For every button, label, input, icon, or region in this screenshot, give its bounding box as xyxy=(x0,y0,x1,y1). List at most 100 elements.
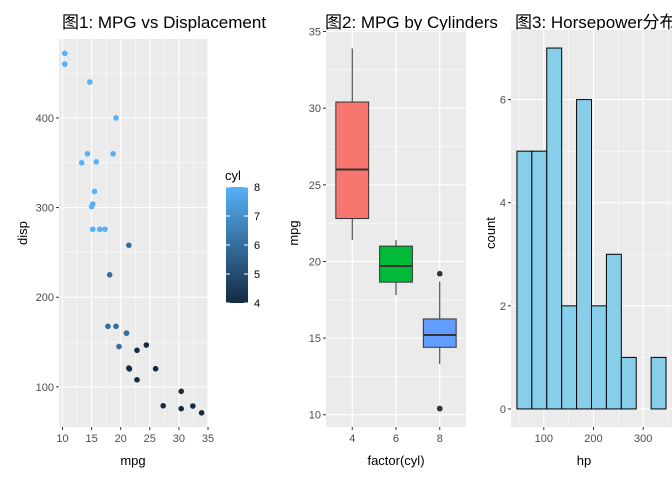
legend-tick-label: 6 xyxy=(254,240,260,252)
scatter-point xyxy=(62,61,68,67)
scatter-point xyxy=(126,365,132,371)
y-tick-label: 30 xyxy=(309,103,321,115)
histogram-bars xyxy=(516,47,667,410)
box-6 xyxy=(379,245,413,283)
x-tick-label: 30 xyxy=(173,433,185,445)
x-tick-label: 4 xyxy=(349,433,355,445)
scatter-point xyxy=(126,242,132,249)
y-tick-label: 15 xyxy=(309,333,321,345)
y-tick-label: 2 xyxy=(500,301,506,313)
scatter-point xyxy=(160,402,166,409)
histogram-bar xyxy=(605,253,622,410)
legend-tick-label: 8 xyxy=(254,182,260,194)
histogram-bar xyxy=(531,150,548,410)
legend-tick-label: 4 xyxy=(254,298,260,310)
x-axis-label-1: mpg xyxy=(120,453,145,468)
box-4 xyxy=(335,101,370,220)
scatter-point xyxy=(113,115,119,121)
legend-tick-label: 7 xyxy=(254,211,260,223)
scatter-point xyxy=(134,347,140,354)
scatter-point xyxy=(123,330,130,336)
scatter-point xyxy=(106,272,113,278)
y-ticks-1: 100 200 300 400 xyxy=(36,113,59,394)
scatter-point xyxy=(190,403,196,409)
colorbar xyxy=(226,187,248,303)
scatter-point xyxy=(134,376,140,383)
x-ticks-3: 100 200 300 xyxy=(535,427,652,445)
x-tick-label: 8 xyxy=(437,433,443,445)
x-tick-label: 25 xyxy=(144,433,156,445)
scatter-point xyxy=(93,159,100,165)
histogram-chart: 图3: Horsepower分布 100 200 300 0 2 4 6 hp count xyxy=(483,13,672,468)
scatter-point xyxy=(178,388,185,395)
y-tick-label: 200 xyxy=(36,292,54,304)
scatter-point xyxy=(198,410,205,416)
scatter-points xyxy=(62,50,205,416)
x-ticks-1: 10 15 20 25 30 35 xyxy=(56,427,214,445)
outlier-point xyxy=(436,270,443,277)
scatter-point xyxy=(105,323,111,330)
x-axis-label-2: factor(cyl) xyxy=(367,453,424,468)
legend-tick-label: 5 xyxy=(254,269,260,281)
chart-title-1: 图1: MPG vs Displacement xyxy=(62,13,266,32)
gridlines-1 xyxy=(59,39,209,427)
y-tick-label: 25 xyxy=(309,180,321,192)
histogram-bar xyxy=(561,305,578,410)
y-ticks-3: 0 2 4 6 xyxy=(500,95,511,416)
color-legend: cyl 4 5 6 7 8 xyxy=(225,168,260,310)
histogram-bar xyxy=(576,99,592,410)
x-tick-label: 20 xyxy=(115,433,127,445)
scatter-point xyxy=(91,188,98,195)
y-axis-label-2: mpg xyxy=(286,220,301,245)
scatter-point xyxy=(102,226,108,233)
scatter-chart: 图1: MPG vs Displacement 10 15 20 25 30 35 100… xyxy=(15,13,266,468)
scatter-point xyxy=(78,159,85,166)
y-tick-label: 20 xyxy=(309,256,321,268)
y-tick-label: 0 xyxy=(500,404,506,416)
scatter-point xyxy=(87,79,93,85)
x-ticks-2: 4 6 8 xyxy=(349,427,443,445)
x-tick-label: 15 xyxy=(85,433,97,445)
y-axis-label-1: disp xyxy=(15,221,30,245)
boxes xyxy=(335,48,457,412)
histogram-bar xyxy=(620,356,637,410)
outlier-point xyxy=(436,405,443,412)
histogram-bar xyxy=(516,150,533,410)
y-tick-label: 300 xyxy=(36,203,54,215)
scatter-point xyxy=(110,150,116,157)
y-ticks-2: 10 15 20 25 30 35 xyxy=(309,27,326,422)
legend-title: cyl xyxy=(225,168,241,183)
chart-title-2: 图2: MPG by Cylinders xyxy=(325,13,498,32)
scatter-point xyxy=(116,343,122,350)
histogram-bar xyxy=(650,356,667,410)
y-axis-label-3: count xyxy=(483,217,498,249)
legend-ticks: 4 5 6 7 8 xyxy=(226,182,260,310)
scatter-point xyxy=(84,150,91,157)
y-tick-label: 4 xyxy=(500,198,506,210)
scatter-point xyxy=(152,365,159,372)
y-tick-label: 100 xyxy=(36,382,54,394)
box-8 xyxy=(422,318,457,348)
scatter-point xyxy=(62,50,68,57)
x-axis-label-3: hp xyxy=(577,453,591,468)
x-tick-label: 100 xyxy=(535,433,553,445)
x-tick-label: 6 xyxy=(393,433,399,445)
x-tick-label: 200 xyxy=(584,433,602,445)
scatter-point xyxy=(113,323,119,330)
x-tick-label: 35 xyxy=(202,433,214,445)
y-tick-label: 400 xyxy=(36,113,54,125)
scatter-point xyxy=(89,226,96,233)
histogram-bar xyxy=(591,305,607,410)
scatter-point xyxy=(96,226,103,233)
chart-title-3: 图3: Horsepower分布 xyxy=(515,13,672,32)
x-tick-label: 300 xyxy=(634,433,652,445)
plot-panel-1 xyxy=(59,39,208,427)
scatter-point xyxy=(88,203,95,210)
histogram-bar xyxy=(546,47,563,410)
scatter-point xyxy=(143,342,150,348)
y-tick-label: 35 xyxy=(309,27,321,39)
y-tick-label: 10 xyxy=(309,410,321,422)
box-chart: 图2: MPG by Cylinders 4 6 8 10 15 20 25 30 35 fa… xyxy=(286,13,498,468)
x-tick-label: 10 xyxy=(56,433,68,445)
